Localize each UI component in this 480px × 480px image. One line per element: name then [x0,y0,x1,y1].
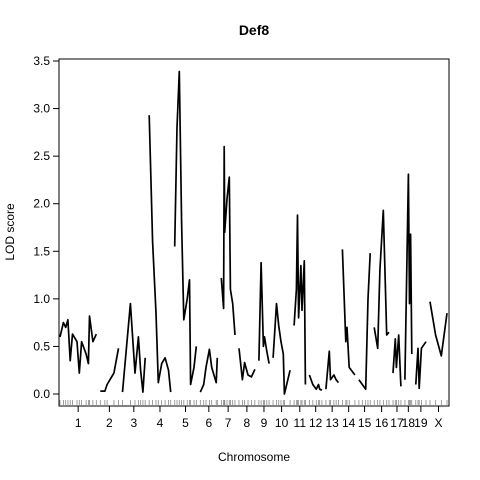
x-tick-label: 5 [182,416,189,430]
lod-series [59,70,448,395]
x-tick-label: 1 [75,416,82,430]
chromosome-4-lod-line [148,115,172,393]
y-tick-label: 3.5 [33,54,50,68]
chromosome-17-lod-line [392,334,402,387]
x-tick-label: 4 [157,416,164,430]
y-tick-label: 1.0 [33,292,50,306]
chromosome-1-lod-line [59,315,98,374]
y-axis-label: LOD score [3,203,17,261]
chromosome-2-lod-line [100,348,120,392]
x-tick-label: 9 [261,416,268,430]
chromosome-5-lod-line [173,70,198,386]
y-tick-label: 0.0 [33,387,50,401]
x-tick-label: 6 [205,416,212,430]
chromosome-12-lod-line [308,374,323,391]
chromosome-6-lod-line [199,348,219,393]
x-tick-label: 7 [225,416,232,430]
chromosome-16-lod-line [373,209,390,350]
chromosome-7-lod-line [220,145,236,336]
y-tick-label: 0.5 [33,339,50,353]
marker-rug [59,400,448,406]
chromosome-14-lod-line [341,249,356,376]
x-tick-label: 12 [309,416,323,430]
y-axis: 0.0 0.5 1.0 1.5 2.0 2.5 3.0 3.5 [33,54,59,401]
x-tick-label: 3 [130,416,137,430]
chromosome-9-lod-line [258,261,270,364]
chromosome-11-lod-line [293,214,307,385]
chromosome-3-lod-line [121,302,147,393]
x-tick-label: 10 [275,416,289,430]
y-tick-label: 3.0 [33,102,50,116]
y-tick-label: 2.5 [33,149,50,163]
y-tick-label: 2.0 [33,197,50,211]
x-tick-label: 19 [414,416,428,430]
x-tick-label: 17 [390,416,404,430]
chromosome-15-lod-line [358,253,372,391]
chromosome-10-lod-line [272,302,291,395]
x-tick-label: X [434,416,442,430]
chromosome-8-lod-line [238,348,256,381]
y-tick-label: 1.5 [33,244,50,258]
chromosome-13-lod-line [325,350,340,390]
x-tick-label: 18 [402,416,416,430]
chart-title: Def8 [239,22,270,38]
x-tick-label: 15 [358,416,372,430]
x-tick-label: 16 [375,416,389,430]
x-tick-label: 11 [294,416,307,430]
x-tick-label: 8 [244,416,251,430]
plot-frame [58,58,450,407]
x-tick-label: 2 [106,416,113,430]
x-axis-label: Chromosome [218,450,290,464]
chromosome-X-lod-line [429,301,448,357]
x-tick-label: 14 [342,416,356,430]
x-tick-label: 13 [325,416,339,430]
chromosome-19-lod-line [414,341,427,390]
chromosome-18-lod-line [404,173,413,380]
